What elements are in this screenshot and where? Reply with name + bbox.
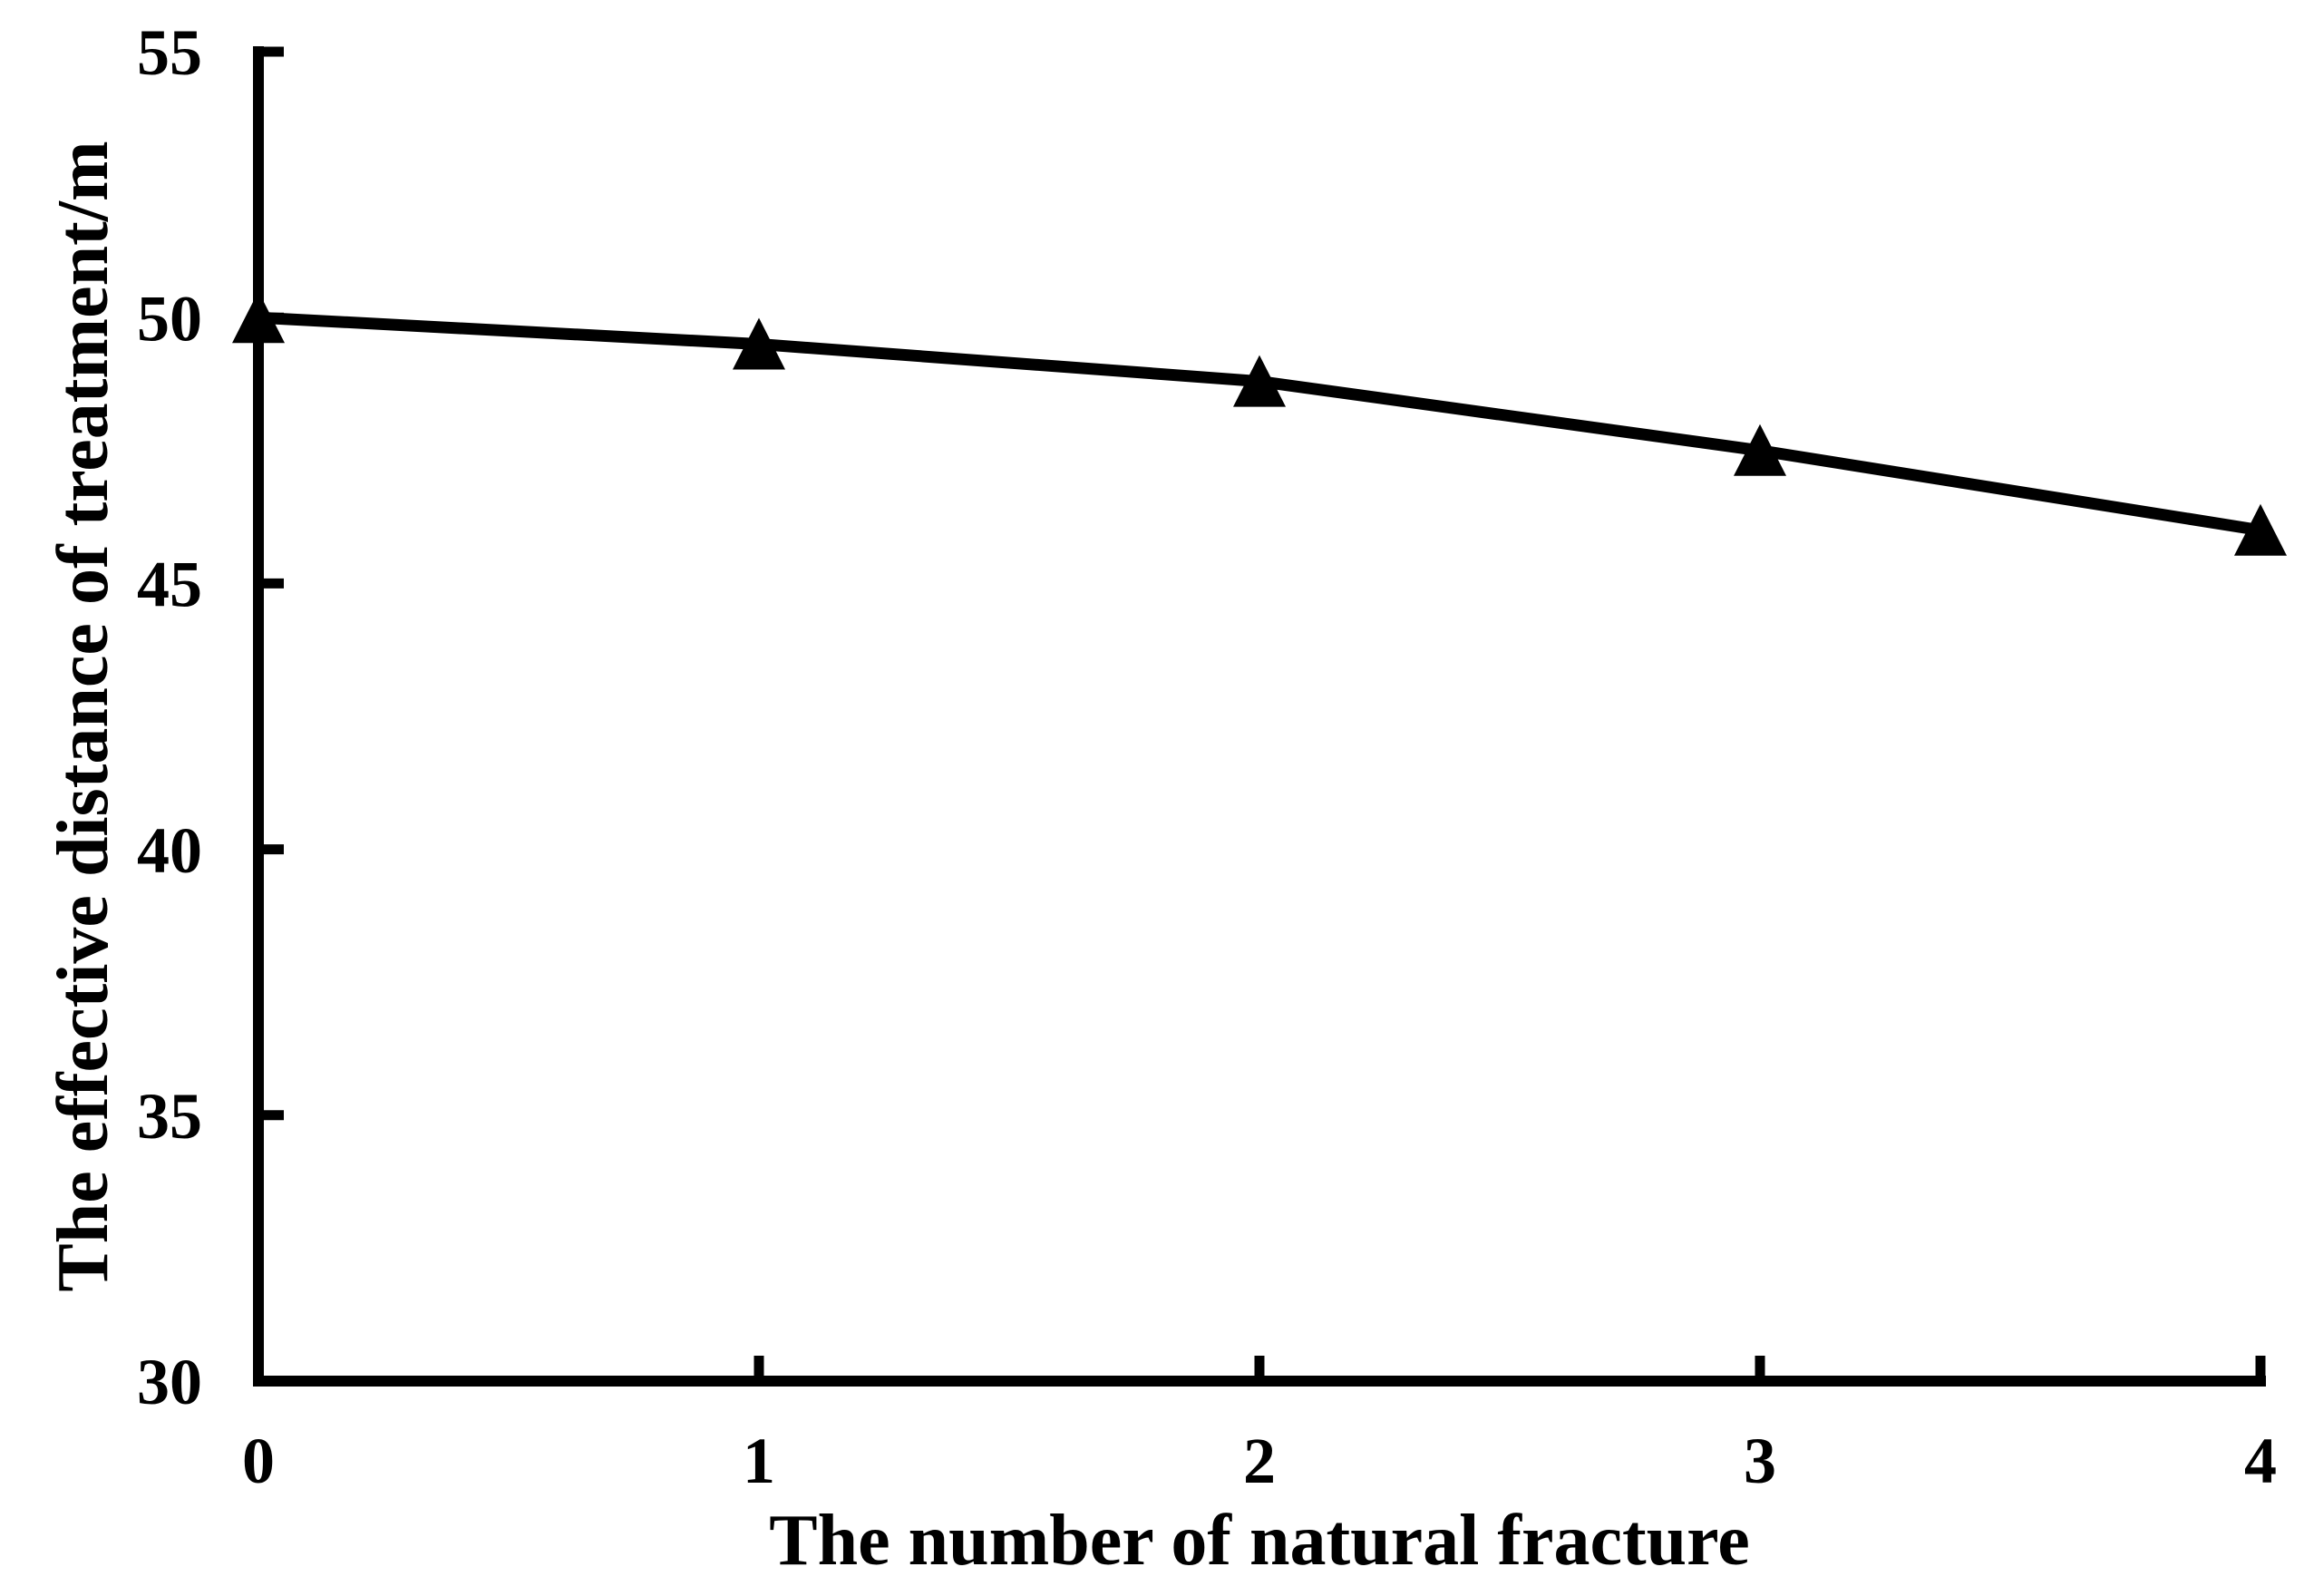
- data-point-marker: [232, 291, 285, 344]
- y-tick-label: 30: [137, 1346, 202, 1418]
- data-point-marker: [1734, 423, 1786, 476]
- y-tick-label: 35: [137, 1080, 202, 1153]
- y-tick-label: 50: [137, 282, 202, 355]
- y-tick-label: 45: [137, 549, 202, 621]
- x-tick-label: 1: [743, 1425, 775, 1497]
- data-point-marker: [733, 317, 785, 370]
- x-tick-label: 3: [1744, 1425, 1776, 1497]
- y-tick-label: 40: [137, 814, 202, 887]
- x-tick-label: 0: [242, 1425, 275, 1497]
- x-tick-label: 2: [1243, 1425, 1276, 1497]
- y-axis-title: The effective distance of treatment/m: [44, 141, 123, 1291]
- data-point-marker: [1233, 355, 1286, 407]
- x-axis-title: The number of natural fracture: [769, 1501, 1749, 1581]
- x-tick-label: 4: [2244, 1425, 2277, 1497]
- y-tick-label: 55: [137, 16, 202, 89]
- data-point-marker: [2234, 503, 2287, 556]
- series-line: [258, 311, 2262, 537]
